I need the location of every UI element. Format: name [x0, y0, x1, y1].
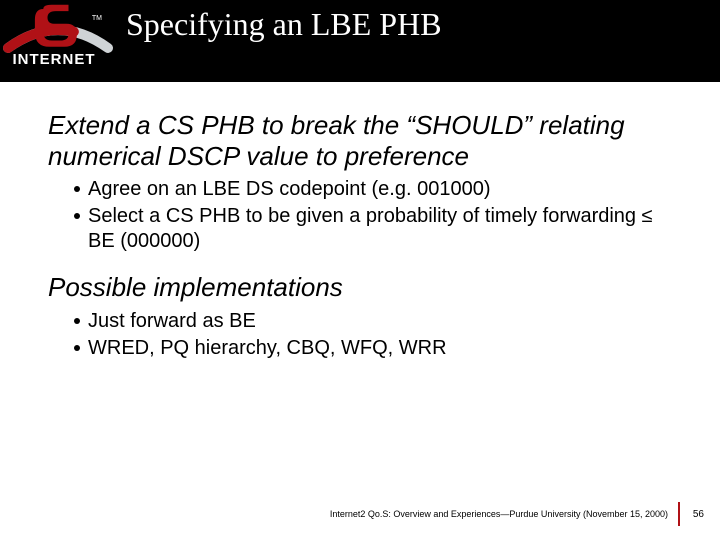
bullet-list-2: Just forward as BE WRED, PQ hierarchy, C…: [48, 309, 678, 361]
section-heading-1: Extend a CS PHB to break the “SHOULD” re…: [48, 110, 678, 171]
list-item: Select a CS PHB to be given a probabilit…: [74, 204, 678, 254]
footer-separator: [678, 502, 680, 526]
bullet-list-1: Agree on an LBE DS codepoint (e.g. 00100…: [48, 177, 678, 254]
title-bar: TM INTERNET Specifying an LBE PHB: [0, 0, 720, 82]
page-number: 56: [690, 509, 704, 520]
list-item: Agree on an LBE DS codepoint (e.g. 00100…: [74, 177, 678, 202]
internet2-logo: TM INTERNET: [2, 4, 114, 78]
list-item: Just forward as BE: [74, 309, 678, 334]
logo-tm: TM: [92, 15, 102, 22]
footer: Internet2 Qo.S: Overview and Experiences…: [330, 502, 704, 526]
list-item: WRED, PQ hierarchy, CBQ, WFQ, WRR: [74, 336, 678, 361]
section-heading-2: Possible implementations: [48, 272, 678, 303]
slide-title: Specifying an LBE PHB: [126, 6, 442, 43]
logo-word: INTERNET: [13, 51, 96, 68]
slide-body: Extend a CS PHB to break the “SHOULD” re…: [48, 110, 678, 379]
footer-text: Internet2 Qo.S: Overview and Experiences…: [330, 509, 668, 519]
